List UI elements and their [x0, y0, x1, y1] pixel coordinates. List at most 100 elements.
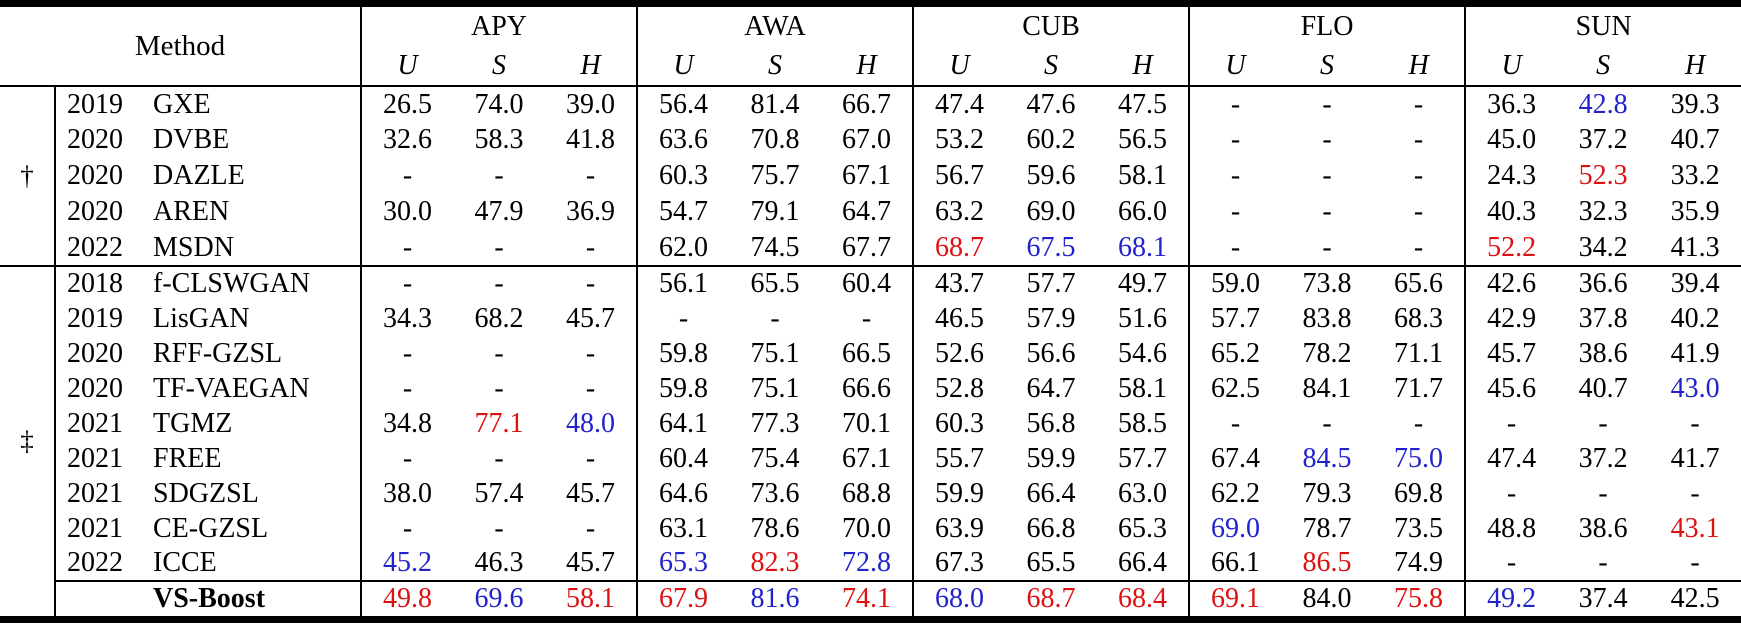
method-name-cell: DAZLE	[153, 160, 245, 192]
value-cell: 68.4	[1097, 580, 1190, 619]
value-cell: 57.9	[1026, 302, 1076, 334]
empty-value-cell: -	[1690, 547, 1700, 579]
value-cell: 64.6	[636, 476, 730, 511]
metric-header-u: U	[1464, 47, 1558, 86]
row-lisgan: 2019 LisGAN 34.3 68.2 45.7- - -46.5 57.9 51.6 57.…	[0, 301, 1741, 336]
value-cell: 58.5	[1118, 407, 1168, 439]
value-cell: 79.3	[1302, 477, 1352, 509]
value-cell: 70.0	[842, 512, 892, 544]
value-cell: 37.8	[1578, 302, 1628, 334]
value-cell: 59.8	[636, 371, 730, 406]
empty-value-cell: -	[1690, 477, 1700, 509]
empty-value-cell: -	[1188, 194, 1282, 230]
value-cell: 66.5	[842, 337, 892, 369]
method-name-cell: RFF-GZSL	[153, 337, 283, 369]
value-cell: 75.1	[750, 337, 800, 369]
value-cell: 59.6	[1026, 160, 1076, 192]
value-cell: 42.9	[1464, 301, 1558, 336]
year-cell: 2021	[54, 406, 150, 441]
value-cell: 79.1	[750, 196, 800, 228]
value-cell: 60.3	[636, 158, 730, 194]
value-cell: 73.8	[1281, 265, 1374, 301]
value-cell: 45.0	[1464, 122, 1558, 158]
row-f-clswgan: ‡ 2018 f-CLSWGAN - - -56.1 65.5 60.4 43.7 57.7 49.…	[0, 265, 1741, 619]
value-cell: 47.4	[1464, 441, 1558, 476]
value-cell: 66.1	[1188, 546, 1282, 581]
value-cell: 62.5	[1188, 371, 1282, 406]
value-cell: 66.7	[821, 85, 914, 122]
value-cell: 86.5	[1302, 547, 1352, 579]
value-cell: 83.8	[1302, 302, 1352, 334]
value-cell: 63.2	[912, 194, 1006, 230]
empty-value-cell: -	[360, 441, 453, 476]
value-cell: 63.0	[1118, 477, 1168, 509]
empty-value-cell: -	[494, 337, 504, 369]
row-dvbe: 2020 DVBE 32.6 58.3 41.8 63.6 70.8 67.0 53.2 60.2…	[0, 122, 1741, 158]
empty-value-cell: -	[360, 511, 453, 546]
table-body: † 2019 GXE 26.5 74.0 39.0 56.4 81.4 66.7 47.4 47.6…	[0, 85, 1741, 619]
value-cell: 59.0	[1188, 265, 1282, 301]
value-cell: 64.7	[842, 196, 892, 228]
year-cell: 2021	[54, 511, 150, 546]
value-cell: 78.7	[1302, 512, 1352, 544]
value-cell: 62.2	[1188, 476, 1282, 511]
value-cell: 47.6	[1005, 85, 1098, 122]
value-cell: 66.4	[1118, 547, 1168, 579]
value-cell: 40.7	[1670, 124, 1720, 156]
empty-value-cell: -	[585, 231, 596, 263]
value-cell: 67.5	[1026, 231, 1076, 263]
value-cell: 68.1	[1118, 231, 1168, 263]
value-cell: 69.8	[1394, 477, 1444, 509]
value-cell: 70.8	[750, 124, 800, 156]
empty-value-cell: -	[1322, 124, 1332, 156]
metric-header-u: U	[636, 47, 730, 86]
value-cell: 65.2	[1188, 336, 1282, 371]
value-cell: 39.3	[1649, 85, 1741, 122]
value-cell: 56.4	[636, 85, 730, 122]
value-cell: 35.9	[1670, 196, 1720, 228]
value-cell: 33.2	[1670, 160, 1720, 192]
value-cell: 70.1	[842, 407, 892, 439]
value-cell: 68.8	[842, 477, 892, 509]
empty-value-cell: -	[1413, 124, 1424, 156]
value-cell: 62.0	[636, 230, 730, 266]
metric-header-s: S	[1596, 50, 1611, 82]
empty-value-cell: -	[494, 442, 504, 474]
value-cell: 45.7	[566, 302, 616, 334]
value-cell: 42.8	[1557, 85, 1650, 122]
row-icce: 2022 ICCE 45.2 46.3 45.7 65.3 82.3 72.8 67.3 65.5…	[0, 546, 1741, 581]
empty-value-cell: -	[585, 372, 596, 404]
value-cell: 42.5	[1649, 580, 1741, 619]
value-cell: 66.6	[842, 372, 892, 404]
value-cell: 67.1	[842, 160, 892, 192]
value-cell: 58.3	[474, 124, 524, 156]
value-cell: 65.6	[1373, 265, 1466, 301]
value-cell: 84.5	[1302, 442, 1352, 474]
value-cell: 45.7	[566, 477, 616, 509]
metric-header-s: S	[492, 50, 506, 82]
year-cell: 2021	[54, 441, 150, 476]
method-name-cell: DVBE	[153, 124, 230, 156]
value-cell: 78.6	[750, 512, 800, 544]
value-cell: 58.1	[1118, 372, 1168, 404]
value-cell: 78.2	[1302, 337, 1352, 369]
value-cell: 38.6	[1578, 337, 1628, 369]
value-cell: 68.7	[1005, 580, 1098, 619]
value-cell: 37.2	[1578, 124, 1628, 156]
empty-value-cell: -	[861, 302, 872, 334]
value-cell: 45.6	[1464, 371, 1558, 406]
value-cell: 45.7	[1464, 336, 1558, 371]
empty-value-cell: -	[1188, 406, 1282, 441]
empty-value-cell: -	[1598, 477, 1608, 509]
value-cell: 41.3	[1670, 231, 1720, 263]
value-cell: 45.7	[566, 547, 616, 579]
row-aren: 2020 AREN 30.0 47.9 36.9 54.7 79.1 64.7 63.2 69.0…	[0, 194, 1741, 230]
value-cell: 75.7	[750, 160, 800, 192]
value-cell: 82.3	[750, 547, 800, 579]
value-cell: 72.8	[842, 547, 892, 579]
method-name-cell: AREN	[153, 196, 230, 228]
value-cell: 57.7	[1118, 442, 1168, 474]
empty-value-cell: -	[1188, 85, 1282, 122]
method-name-cell: LisGAN	[153, 302, 250, 334]
value-cell: 64.1	[636, 406, 730, 441]
